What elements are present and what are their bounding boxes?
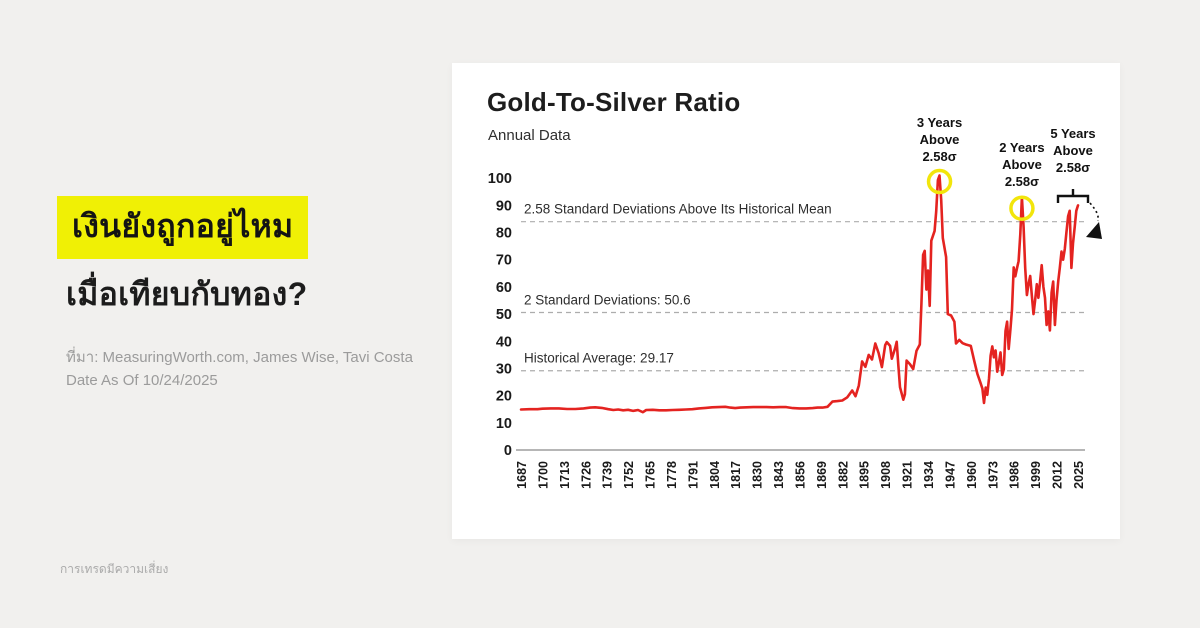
ratio-line-series xyxy=(519,174,1080,414)
y-tick-60: 60 xyxy=(496,280,512,296)
x-tick-2025: 2025 xyxy=(1072,461,1086,489)
x-tick-1869: 1869 xyxy=(815,461,829,489)
annotation-peak-1941-line2: 2.58σ xyxy=(922,149,956,164)
x-tick-1830: 1830 xyxy=(751,461,765,489)
headline-line2: เมื่อเทียบกับทอง? xyxy=(66,276,308,312)
x-tick-1713: 1713 xyxy=(558,461,572,489)
x-tick-1739: 1739 xyxy=(601,461,615,489)
x-tick-1947: 1947 xyxy=(943,461,957,489)
x-tick-1817: 1817 xyxy=(729,461,743,489)
reference-line-label-1: 2 Standard Deviations: 50.6 xyxy=(524,292,691,307)
annotation-circle-peak-1991 xyxy=(1009,195,1035,221)
gold-silver-ratio-chart: 2.58 Standard Deviations Above Its Histo… xyxy=(488,115,1102,489)
y-tick-40: 40 xyxy=(496,334,512,350)
annotation-recent-5y-line1: Above xyxy=(1053,143,1093,158)
down-arrow-head-icon xyxy=(1086,222,1102,239)
x-tick-1843: 1843 xyxy=(772,461,786,489)
x-tick-1726: 1726 xyxy=(579,461,593,489)
headline-highlighted: เงินยังถูกอยู่ไหม xyxy=(57,196,309,259)
source-line2: Date As Of 10/24/2025 xyxy=(66,372,218,390)
x-tick-1856: 1856 xyxy=(793,461,807,489)
annotation-recent-5y-line0: 5 Years xyxy=(1050,126,1095,141)
x-tick-1752: 1752 xyxy=(622,461,636,489)
x-tick-2012: 2012 xyxy=(1051,461,1065,489)
x-tick-1921: 1921 xyxy=(901,461,915,489)
y-tick-90: 90 xyxy=(496,198,512,214)
x-tick-1973: 1973 xyxy=(986,461,1000,489)
x-tick-1960: 1960 xyxy=(965,461,979,489)
x-tick-1778: 1778 xyxy=(665,461,679,489)
y-tick-10: 10 xyxy=(496,416,512,432)
y-tick-20: 20 xyxy=(496,389,512,405)
y-tick-100: 100 xyxy=(488,171,512,187)
down-arrow-dotted-shaft xyxy=(1089,202,1100,222)
reference-line-label-0: 2.58 Standard Deviations Above Its Histo… xyxy=(524,202,832,217)
x-tick-1700: 1700 xyxy=(536,461,550,489)
x-tick-1986: 1986 xyxy=(1008,461,1022,489)
y-tick-0: 0 xyxy=(504,443,512,459)
chart-subtitle: Annual Data xyxy=(488,127,571,144)
annotation-circle-peak-1941 xyxy=(926,168,953,195)
annotation-recent-5y-line2: 2.58σ xyxy=(1056,160,1090,175)
annotation-peak-1941-line0: 3 Years xyxy=(917,115,962,130)
y-tick-80: 80 xyxy=(496,226,512,242)
risk-disclaimer: การเทรดมีความเสี่ยง xyxy=(60,562,169,576)
y-tick-70: 70 xyxy=(496,253,512,269)
chart-title: Gold-To-Silver Ratio xyxy=(487,87,741,117)
source-line1: ที่มา: MeasuringWorth.com, James Wise, T… xyxy=(66,349,413,366)
y-tick-30: 30 xyxy=(496,361,512,377)
source-attribution: ที่มา: MeasuringWorth.com, James Wise, T… xyxy=(66,346,437,393)
left-panel: เงินยังถูกอยู่ไหม เมื่อเทียบกับทอง? ที่ม… xyxy=(57,196,437,393)
y-tick-50: 50 xyxy=(496,307,512,323)
chart-card: Gold-To-Silver Ratio Annual Data 2.58 St… xyxy=(452,63,1120,539)
x-tick-1895: 1895 xyxy=(858,461,872,489)
x-tick-1934: 1934 xyxy=(922,461,936,489)
five-year-bracket xyxy=(1056,189,1090,203)
annotation-peak-1991-line0: 2 Years xyxy=(999,140,1044,155)
x-tick-1882: 1882 xyxy=(836,461,850,489)
reference-line-label-2: Historical Average: 29.17 xyxy=(524,351,674,366)
annotation-peak-1991-line2: 2.58σ xyxy=(1005,174,1039,189)
annotation-peak-1991-line1: Above xyxy=(1002,157,1042,172)
x-tick-1687: 1687 xyxy=(515,461,529,489)
x-tick-1791: 1791 xyxy=(686,461,700,489)
x-tick-1908: 1908 xyxy=(879,461,893,489)
x-tick-1999: 1999 xyxy=(1029,461,1043,489)
x-tick-1765: 1765 xyxy=(644,461,658,489)
annotation-peak-1941-line1: Above xyxy=(920,132,960,147)
x-tick-1804: 1804 xyxy=(708,461,722,489)
